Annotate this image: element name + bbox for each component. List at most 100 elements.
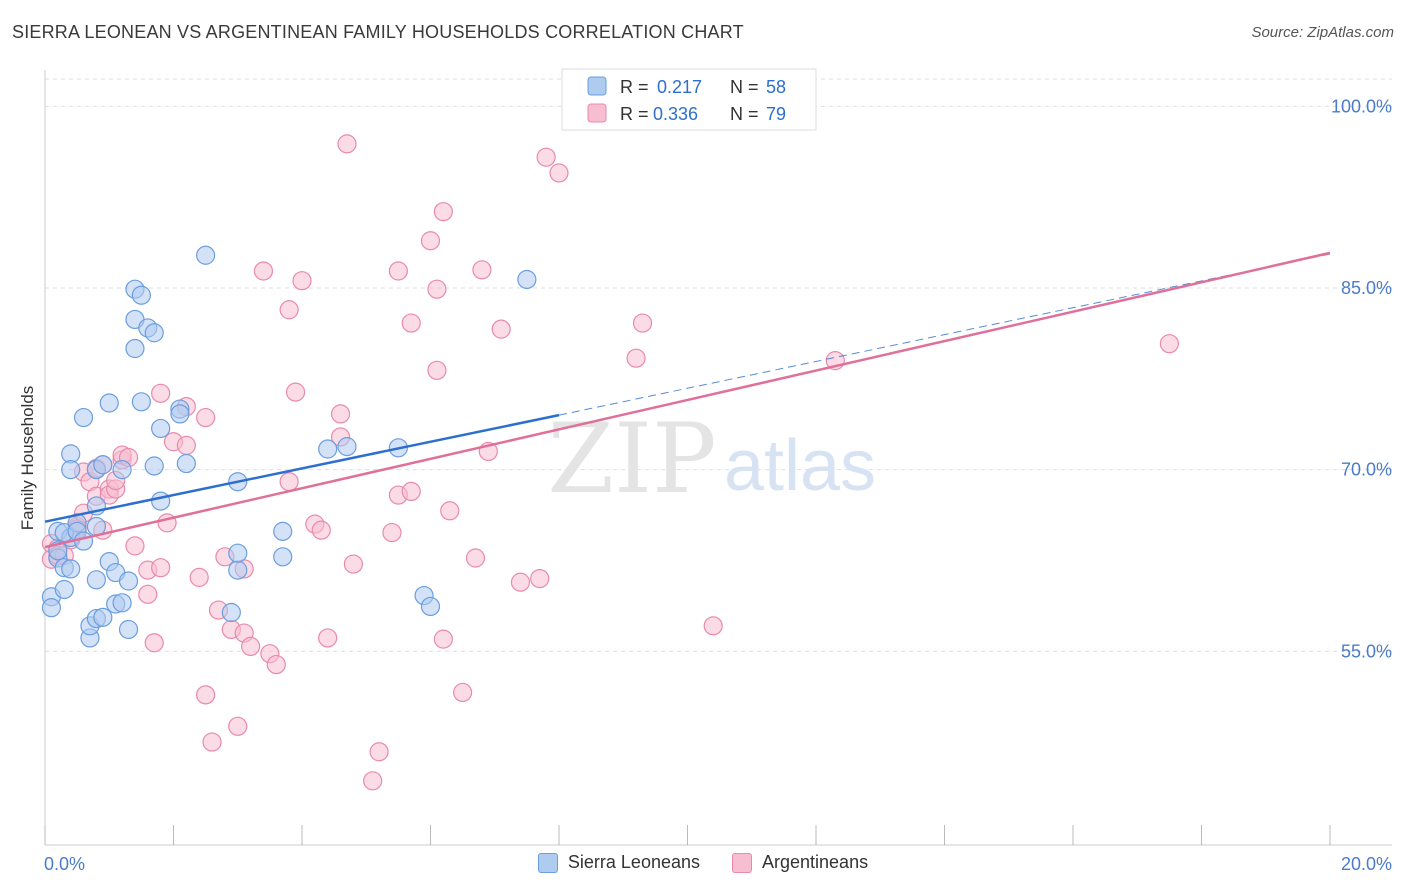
source-label: Source: ZipAtlas.com: [1251, 24, 1394, 41]
sierra-leonean-point: [118, 619, 139, 640]
sierra-leonean-point: [73, 407, 94, 428]
sierra-leonean-trend-line: [44, 413, 560, 523]
sierra-leoneans-points: [41, 245, 537, 648]
legend-swatch-pink: [587, 103, 607, 123]
argentinean-point: [189, 567, 209, 587]
argentinean-point: [228, 716, 248, 736]
argentinean-point: [420, 231, 441, 251]
argentinean-point: [202, 732, 222, 752]
sierra-leonean-point: [221, 602, 241, 623]
sierra-leonean-point: [93, 455, 113, 475]
argentinean-point: [440, 501, 460, 521]
argentinean-point: [388, 261, 408, 281]
argentinean-point: [433, 629, 453, 649]
argentinean-point: [138, 584, 158, 604]
argentinean-trend-line: [44, 251, 1331, 549]
sierra-leonean-point: [228, 560, 248, 580]
argentinean-point: [125, 536, 145, 556]
argentinean-point: [151, 558, 171, 578]
legend-label-sierra-leoneans: Sierra Leoneans: [567, 852, 700, 872]
legend-r-value: 0.217: [657, 77, 702, 97]
argentinean-point: [530, 568, 550, 589]
sierra-leonean-point: [144, 456, 164, 476]
watermark: ZIP atlas: [547, 403, 876, 515]
sierra-leonean-point: [144, 323, 164, 343]
sierra-leonean-point: [99, 393, 119, 413]
y-tick-label: 85.0%: [1341, 278, 1392, 298]
sierra-leonean-point: [273, 521, 293, 541]
legend-bottom: Sierra Leoneans Argentineans: [0, 852, 1406, 873]
sierra-leonean-point: [170, 404, 190, 424]
argentinean-point: [632, 313, 653, 333]
y-tick-label: 55.0%: [1341, 641, 1392, 661]
argentinean-point: [253, 261, 274, 281]
argentinean-point: [196, 407, 216, 428]
sierra-leonean-point: [93, 607, 113, 627]
sierra-leonean-point: [228, 543, 248, 563]
legend-n-value: 79: [766, 104, 786, 124]
sierra-leonean-point: [41, 598, 62, 618]
legend-item-argentineans[interactable]: Argentineans: [732, 852, 868, 873]
legend-n-label: N =: [730, 104, 759, 124]
sierra-leonean-point: [318, 439, 338, 459]
argentinean-point: [703, 616, 723, 636]
argentinean-point: [427, 279, 447, 299]
sierra-leonean-point: [420, 596, 441, 617]
argentinean-point: [433, 202, 453, 222]
argentinean-point: [343, 554, 363, 574]
legend-label-argentineans: Argentineans: [762, 852, 869, 872]
argentinean-point: [536, 147, 556, 167]
argentinean-point: [401, 313, 421, 333]
legend-n-label: N =: [730, 77, 759, 97]
axes: [44, 70, 1392, 846]
legend-n-value: 58: [766, 77, 786, 97]
sierra-leonean-point: [131, 285, 151, 305]
argentinean-point: [465, 548, 486, 568]
legend-swatch-blue: [537, 852, 558, 873]
argentinean-point: [427, 360, 447, 380]
watermark-zip: ZIP: [547, 403, 716, 515]
x-tick-label: 0.0%: [44, 854, 85, 874]
argentinean-point: [151, 383, 171, 403]
sierra-leonean-point: [125, 338, 145, 359]
x-tick-label: 20.0%: [1341, 854, 1392, 874]
sierra-leonean-point: [61, 559, 81, 579]
legend-r-label: R =: [620, 104, 649, 124]
sierra-leonean-point: [61, 460, 81, 480]
sierra-leonean-point: [151, 418, 171, 439]
legend-swatch-blue: [587, 76, 607, 96]
argentinean-point: [318, 628, 338, 648]
sierra-leonean-point: [112, 460, 132, 480]
legend-r-label: R =: [620, 77, 649, 97]
argentinean-point: [292, 271, 312, 291]
sierra-leonean-point: [131, 392, 151, 412]
sierra-leonean-point: [151, 491, 171, 511]
argentinean-point: [369, 742, 389, 762]
legend-top: R = 0.217 N = 58 R = 0.336 N = 79: [561, 68, 817, 131]
argentinean-point: [330, 404, 351, 424]
sierra-leonean-point: [517, 269, 537, 290]
argentinean-point: [285, 382, 306, 402]
sierra-leonean-point: [337, 437, 357, 457]
argentinean-point: [337, 134, 357, 154]
argentinean-point: [241, 636, 261, 657]
argentinean-point: [510, 572, 531, 592]
tick-labels: 55.0% 70.0% 85.0% 100.0% 0.0% 20.0%: [44, 96, 1392, 874]
sierra-leonean-point: [273, 547, 293, 567]
argentinean-point: [196, 685, 216, 705]
argentinean-point: [266, 654, 286, 675]
legend-swatch-pink: [732, 852, 752, 873]
argentinean-point: [626, 348, 646, 368]
legend-item-sierra-leoneans[interactable]: Sierra Leoneans: [537, 852, 700, 873]
argentinean-point: [1159, 334, 1179, 354]
argentinean-point: [472, 260, 492, 280]
sierra-leonean-trend-extension: [558, 253, 1331, 416]
chart-title: SIERRA LEONEAN VS ARGENTINEAN FAMILY HOU…: [12, 22, 744, 42]
argentinean-point: [401, 481, 421, 502]
sierra-leonean-point: [176, 453, 196, 474]
argentinean-point: [279, 472, 299, 492]
sierra-leonean-point: [196, 245, 216, 265]
y-tick-label: 70.0%: [1341, 460, 1392, 480]
argentinean-point: [453, 682, 473, 703]
sierra-leonean-point: [112, 593, 132, 613]
